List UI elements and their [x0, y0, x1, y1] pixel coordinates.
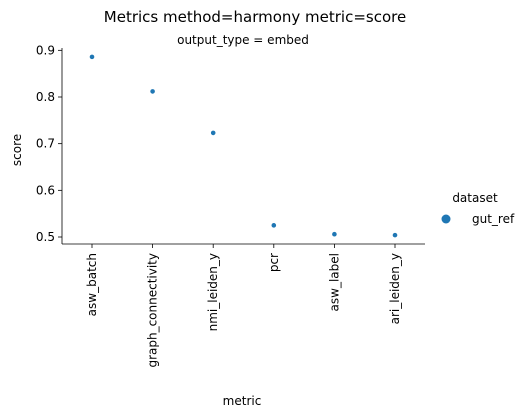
x-tick-label: asw_batch [85, 253, 99, 316]
x-tick-label: ari_leiden_y [388, 253, 402, 324]
y-tick-label: 0.7 [36, 137, 55, 151]
legend-label: gut_ref [472, 212, 515, 226]
legend-title: dataset [452, 191, 498, 205]
y-axis: 0.5 0.6 0.7 0.8 0.9 [36, 43, 62, 244]
x-axis: asw_batch graph_connectivity nmi_leiden_y p… [85, 244, 402, 368]
x-tick-label: nmi_leiden_y [206, 253, 220, 331]
legend-marker [441, 214, 451, 224]
x-axis-label: metric [223, 394, 262, 408]
y-tick-label: 0.5 [36, 230, 55, 244]
data-point [150, 89, 155, 94]
x-tick-label: graph_connectivity [146, 253, 160, 368]
y-tick-label: 0.9 [36, 43, 55, 57]
y-tick-label: 0.8 [36, 90, 55, 104]
data-points [89, 54, 398, 238]
data-point [89, 54, 95, 60]
legend: dataset gut_ref [441, 191, 515, 226]
x-tick-label: asw_label [327, 253, 341, 311]
x-tick-label: pcr [267, 253, 281, 272]
data-point [210, 130, 216, 136]
data-point [271, 223, 277, 228]
facet-subtitle: output_type = embed [177, 33, 309, 47]
y-tick-label: 0.6 [36, 183, 55, 197]
axes [61, 48, 425, 245]
data-point [332, 231, 337, 237]
chart-title: Metrics method=harmony metric=score [104, 8, 406, 26]
data-point [392, 232, 398, 238]
y-axis-label: score [10, 134, 24, 166]
